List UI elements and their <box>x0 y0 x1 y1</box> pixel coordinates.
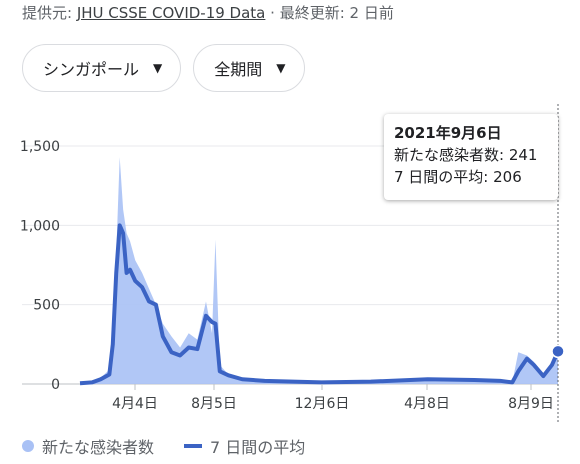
caret-down-icon: ▼ <box>276 61 286 75</box>
tooltip-new-cases: 新たな感染者数: 241 <box>394 146 538 164</box>
source-attribution: 提供元: JHU CSSE COVID-19 Data · 最終更新: 2 日前 <box>22 2 394 23</box>
highlight-point <box>551 344 565 359</box>
x-tick-label: 12月6日 <box>295 396 350 412</box>
x-tick-label: 8月9日 <box>508 396 554 412</box>
y-tick-label: 0 <box>51 377 60 393</box>
y-tick-label: 500 <box>33 298 60 314</box>
y-tick-label: 1,000 <box>20 218 60 234</box>
legend-line-icon <box>184 444 203 448</box>
tooltip-date: 2021年9月6日 <box>394 124 502 142</box>
x-tick-label: 8月5日 <box>191 396 237 412</box>
period-label: 全期間 <box>214 60 263 79</box>
controls: シンガポール ▼ 全期間 ▼ <box>22 44 305 92</box>
x-tick-label: 4月4日 <box>112 396 158 412</box>
cases-chart[interactable]: 0 500 1,000 1,500 4月4日 8月5日 12月6日 4月8日 8月9日 <box>0 104 580 424</box>
location-dropdown[interactable]: シンガポール ▼ <box>22 44 182 92</box>
caret-down-icon: ▼ <box>153 61 163 75</box>
x-tick-label: 4月8日 <box>404 396 450 412</box>
new-cases-area <box>80 157 558 384</box>
last-updated: · 最終更新: 2 日前 <box>265 4 394 22</box>
average-line <box>79 223 560 386</box>
legend-new-cases: 新たな感染者数 <box>42 438 155 457</box>
legend: 新たな感染者数 7 日間の平均 <box>22 434 305 458</box>
tooltip-average: 7 日間の平均: 206 <box>394 168 522 186</box>
source-prefix: 提供元: <box>22 4 77 22</box>
legend-dot-icon <box>22 440 34 452</box>
location-label: シンガポール <box>43 60 140 79</box>
tooltip: 2021年9月6日 新たな感染者数: 241 7 日間の平均: 206 <box>384 114 558 200</box>
legend-average: 7 日間の平均 <box>210 438 306 457</box>
period-dropdown[interactable]: 全期間 ▼ <box>193 44 305 92</box>
source-link[interactable]: JHU CSSE COVID-19 Data <box>76 4 266 22</box>
y-tick-label: 1,500 <box>20 139 60 155</box>
